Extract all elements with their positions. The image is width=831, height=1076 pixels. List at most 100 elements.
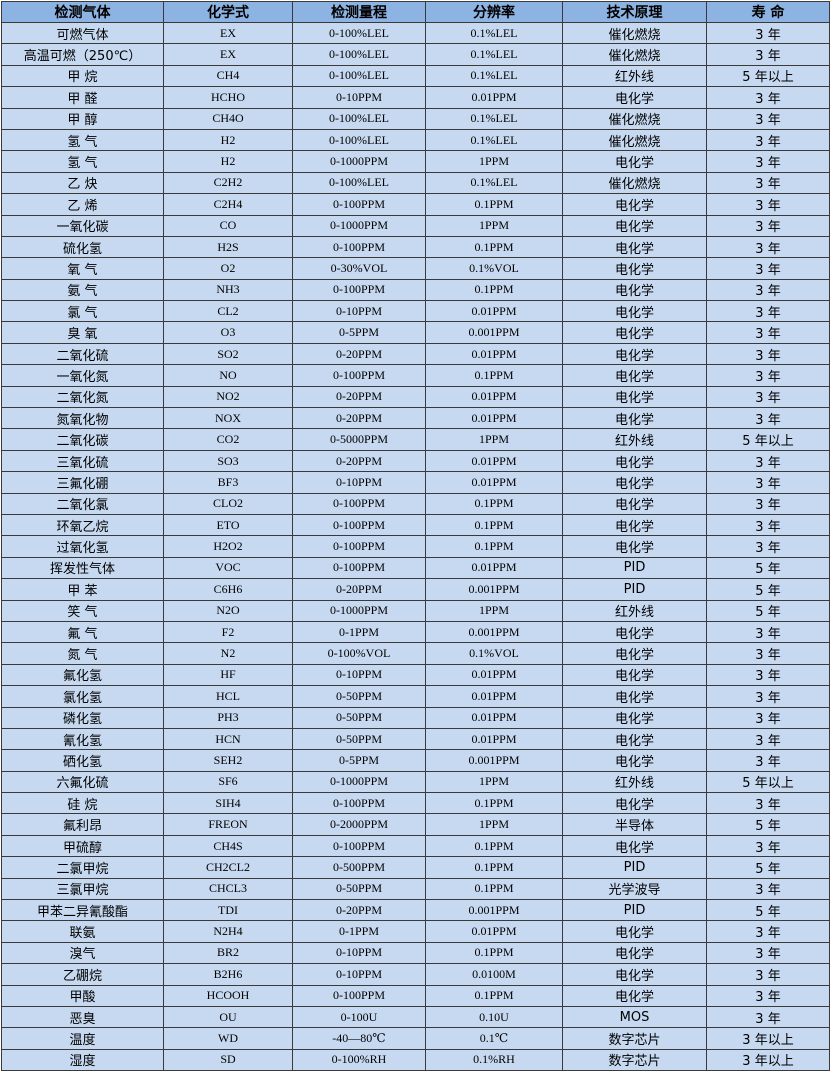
table-row: 笑 气 N2O 0-1000PPM 1PPM 红外线 5 年 [1, 599, 830, 622]
cell-principle: 电化学 [562, 706, 707, 729]
cell-gas: 乙 炔 [1, 171, 164, 195]
cell-resolution: 0.0100M [425, 963, 563, 986]
table-row: 氟化氢 HF 0-10PPM 0.01PPM 电化学 3 年 [1, 663, 830, 687]
cell-principle: 电化学 [562, 492, 707, 515]
cell-lifespan: 3 年 [706, 706, 830, 729]
cell-principle: 催化燃烧 [562, 43, 707, 66]
cell-range: 0-5PPM [292, 749, 426, 772]
cell-gas: 三氯甲烷 [1, 877, 164, 901]
cell-range: 0-100PPM [292, 834, 426, 858]
cell-resolution: 0.1%VOL [425, 642, 563, 665]
cell-lifespan: 3 年 [706, 171, 830, 195]
cell-gas: 挥发性气体 [1, 556, 164, 580]
table-row: 氟利昂 FREON 0-2000PPM 1PPM 半导体 5 年 [1, 813, 830, 836]
cell-gas: 溴气 [1, 941, 164, 965]
cell-range: 0-20PPM [292, 449, 426, 473]
cell-resolution: 0.01PPM [425, 920, 563, 943]
cell-lifespan: 3 年 [706, 834, 830, 858]
cell-resolution: 1PPM [425, 150, 563, 173]
cell-lifespan: 3 年 [706, 984, 830, 1007]
cell-range: 0-1000PPM [292, 214, 426, 237]
cell-lifespan: 3 年 [706, 300, 830, 323]
cell-formula: O3 [163, 321, 293, 344]
header-principle: 技术原理 [562, 1, 707, 23]
table-row: 二氧化氮 NO2 0-20PPM 0.01PPM 电化学 3 年 [1, 385, 830, 409]
cell-resolution: 0.10U [425, 1005, 563, 1029]
table-row: 乙硼烷 B2H6 0-10PPM 0.0100M 电化学 3 年 [1, 963, 830, 986]
cell-range: 0-100%VOL [292, 642, 426, 665]
cell-resolution: 1PPM [425, 428, 563, 451]
cell-principle: 电化学 [562, 834, 707, 858]
cell-lifespan: 3 年 [706, 257, 830, 280]
cell-range: 0-20PPM [292, 342, 426, 366]
cell-principle: 电化学 [562, 150, 707, 173]
table-row: 甲苯二异氰酸酯 TDI 0-20PPM 0.001PPM PID 5 年 [1, 899, 830, 922]
cell-resolution: 0.001PPM [425, 620, 563, 644]
cell-lifespan: 3 年 [706, 193, 830, 216]
cell-principle: 红外线 [562, 64, 707, 88]
cell-range: 0-100PPM [292, 193, 426, 216]
cell-formula: CL2 [163, 300, 293, 323]
cell-principle: 电化学 [562, 342, 707, 366]
cell-resolution: 0.1PPM [425, 941, 563, 965]
cell-range: 0-1000PPM [292, 150, 426, 173]
table-row: 六氟化硫 SF6 0-1000PPM 1PPM 红外线 5 年以上 [1, 770, 830, 794]
cell-resolution: 0.01PPM [425, 86, 563, 109]
cell-lifespan: 3 年 [706, 1005, 830, 1029]
table-row: 挥发性气体 VOC 0-100PPM 0.01PPM PID 5 年 [1, 556, 830, 580]
cell-gas: 氮 气 [1, 642, 164, 665]
cell-formula: PH3 [163, 706, 293, 729]
cell-gas: 甲 醇 [1, 107, 164, 130]
cell-formula: F2 [163, 620, 293, 644]
cell-formula: C6H6 [163, 578, 293, 601]
cell-resolution: 0.01PPM [425, 342, 563, 366]
cell-principle: 催化燃烧 [562, 171, 707, 195]
cell-range: 0-20PPM [292, 407, 426, 430]
cell-formula: SO2 [163, 342, 293, 366]
cell-principle: 红外线 [562, 599, 707, 622]
cell-gas: 湿度 [1, 1048, 164, 1072]
cell-range: 0-10PPM [292, 941, 426, 965]
cell-lifespan: 5 年 [706, 556, 830, 580]
cell-formula: HCN [163, 727, 293, 751]
cell-principle: 电化学 [562, 984, 707, 1007]
cell-lifespan: 3 年 [706, 642, 830, 665]
cell-range: 0-100PPM [292, 278, 426, 302]
cell-gas: 一氧化氮 [1, 364, 164, 387]
cell-formula: SF6 [163, 770, 293, 794]
cell-lifespan: 3 年 [706, 214, 830, 237]
cell-principle: 电化学 [562, 963, 707, 986]
cell-range: 0-100PPM [292, 792, 426, 815]
cell-resolution: 0.1PPM [425, 492, 563, 515]
cell-principle: 催化燃烧 [562, 128, 707, 152]
cell-formula: CH4 [163, 64, 293, 88]
table-row: 三氟化硼 BF3 0-10PPM 0.01PPM 电化学 3 年 [1, 471, 830, 494]
table-row: 甲 醛 HCHO 0-10PPM 0.01PPM 电化学 3 年 [1, 86, 830, 109]
cell-lifespan: 3 年 [706, 43, 830, 66]
cell-range: 0-100%LEL [292, 64, 426, 88]
table-row: 氯化氢 HCL 0-50PPM 0.01PPM 电化学 3 年 [1, 685, 830, 708]
cell-lifespan: 3 年 [706, 749, 830, 772]
cell-range: 0-30%VOL [292, 257, 426, 280]
cell-range: 0-100%LEL [292, 21, 426, 45]
cell-gas: 氮氧化物 [1, 407, 164, 430]
cell-principle: 电化学 [562, 257, 707, 280]
cell-lifespan: 5 年以上 [706, 770, 830, 794]
table-row: 氮氧化物 NOX 0-20PPM 0.01PPM 电化学 3 年 [1, 407, 830, 430]
table-row: 甲硫醇 CH4S 0-100PPM 0.1PPM 电化学 3 年 [1, 834, 830, 858]
cell-gas: 乙 烯 [1, 193, 164, 216]
cell-gas: 联氨 [1, 920, 164, 943]
cell-gas: 甲苯二异氰酸酯 [1, 899, 164, 922]
cell-lifespan: 3 年 [706, 877, 830, 901]
cell-principle: 电化学 [562, 727, 707, 751]
cell-gas: 笑 气 [1, 599, 164, 622]
cell-gas: 氨 气 [1, 278, 164, 302]
cell-lifespan: 3 年 [706, 385, 830, 409]
table-row: 环氧乙烷 ETO 0-100PPM 0.1PPM 电化学 3 年 [1, 513, 830, 537]
cell-principle: 电化学 [562, 385, 707, 409]
cell-formula: H2O2 [163, 535, 293, 558]
cell-formula: BF3 [163, 471, 293, 494]
cell-range: 0-20PPM [292, 578, 426, 601]
cell-principle: 电化学 [562, 214, 707, 237]
header-lifespan: 寿 命 [706, 1, 830, 23]
